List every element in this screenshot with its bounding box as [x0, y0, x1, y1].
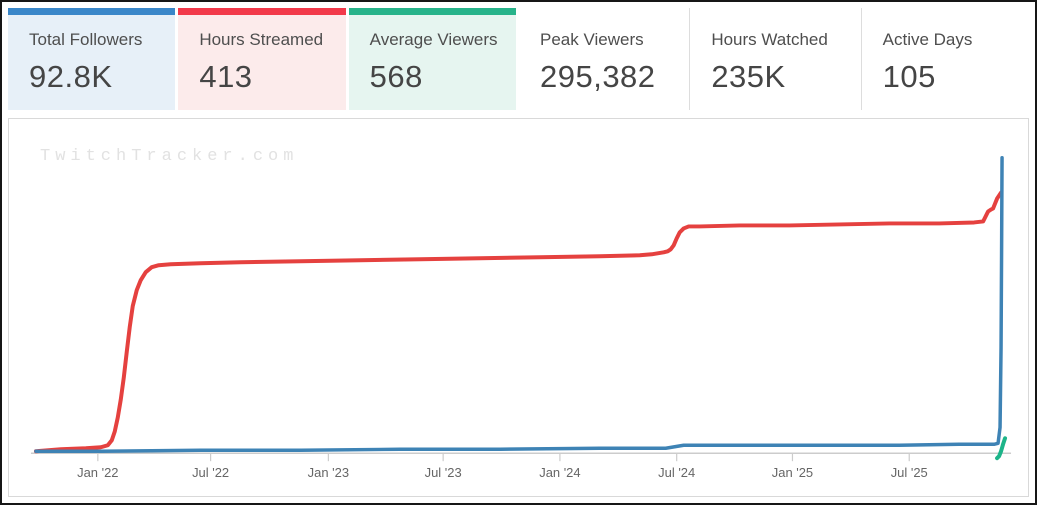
stat-value: 92.8K — [29, 59, 113, 94]
stat-card-total-followers: Total Followers 92.8K — [8, 8, 176, 110]
x-tick-label: Jan '24 — [539, 465, 580, 480]
stats-card-row: Total Followers 92.8K Hours Streamed 413… — [8, 8, 1029, 110]
stat-label: Active Days — [882, 30, 973, 49]
card-accent-bar — [178, 8, 346, 15]
stat-card-hours-streamed: Hours Streamed 413 — [178, 8, 346, 110]
stat-value: 235K — [711, 59, 786, 94]
x-tick-label: Jan '23 — [308, 465, 349, 480]
chart-panel: Jan '22 Jul '22 Jan '23 Jul '23 Jan '24 Jul '… — [8, 118, 1029, 497]
x-tick-label: Jan '22 — [77, 465, 118, 480]
card-accent-bar — [862, 8, 1029, 15]
stat-card-hours-watched: Hours Watched 235K — [689, 8, 858, 110]
stat-card-active-days: Active Days 105 — [860, 8, 1029, 110]
stat-card-average-viewers: Average Viewers 568 — [348, 8, 516, 110]
x-tick-label: Jul '25 — [891, 465, 928, 480]
series-teal-end-spike — [995, 436, 1008, 461]
stat-value: 413 — [199, 59, 253, 94]
x-tick-label: Jul '22 — [192, 465, 229, 480]
growth-line-chart[interactable]: Jan '22 Jul '22 Jan '23 Jul '23 Jan '24 Jul '… — [9, 119, 1028, 496]
series-followers — [33, 190, 1004, 454]
stat-value: 295,382 — [539, 59, 656, 94]
stat-label: Hours Streamed — [199, 30, 324, 49]
stat-value: 568 — [369, 59, 423, 94]
stat-label: Peak Viewers — [539, 30, 644, 49]
stat-label: Hours Watched — [711, 30, 828, 49]
card-accent-bar — [519, 8, 686, 15]
card-accent-bar — [690, 8, 857, 15]
card-accent-bar — [8, 8, 176, 15]
watermark-text: TwitchTracker.com — [40, 147, 299, 166]
stat-value: 105 — [882, 59, 936, 94]
stat-card-peak-viewers: Peak Viewers 295,382 — [518, 8, 687, 110]
card-accent-bar — [348, 8, 516, 15]
series-viewers — [34, 156, 1004, 453]
x-tick-label: Jul '23 — [425, 465, 462, 480]
x-tick-label: Jan '25 — [772, 465, 813, 480]
stat-label: Average Viewers — [369, 30, 498, 49]
x-tick-label: Jul '24 — [658, 465, 695, 480]
stat-label: Total Followers — [29, 30, 143, 49]
